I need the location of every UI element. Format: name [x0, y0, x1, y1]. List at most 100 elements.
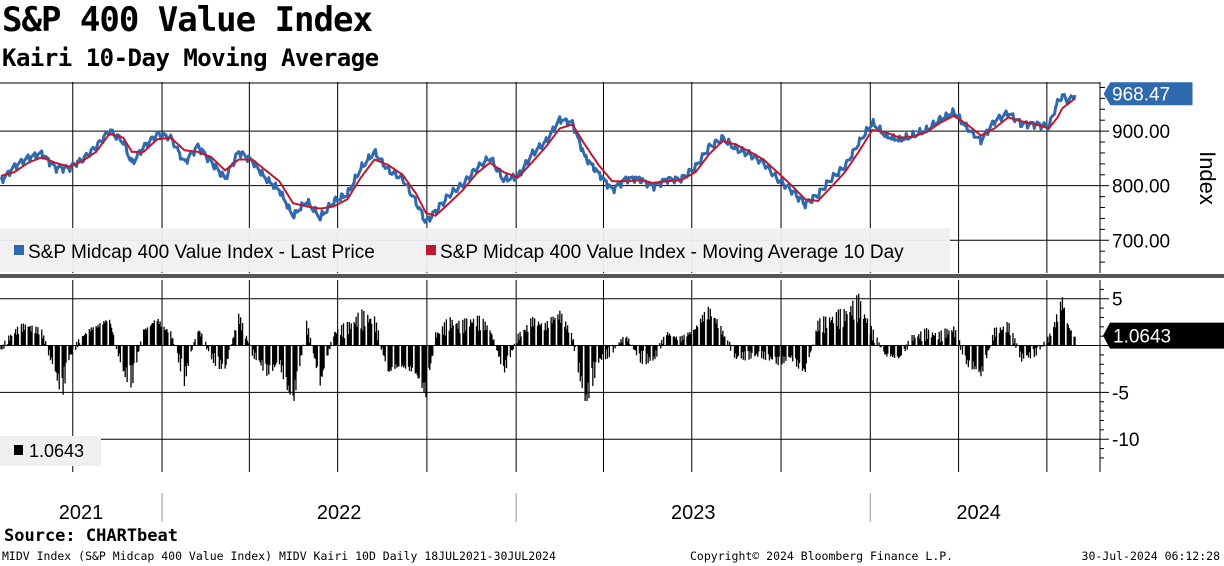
kairi-bar [538, 324, 541, 346]
kairi-bar [1025, 345, 1028, 356]
kairi-bar [450, 328, 452, 346]
kairi-bar [511, 345, 513, 351]
kairi-bar [645, 345, 647, 365]
kairi-bar [321, 345, 323, 377]
kairi-bar [37, 327, 39, 346]
kairi-bar [665, 335, 668, 346]
kairi-bar [314, 345, 317, 359]
kairi-bar [764, 345, 767, 361]
y-axis-title: Index [1195, 151, 1220, 205]
kairi-bar [927, 329, 930, 346]
kairi-bar [605, 345, 608, 350]
kairi-bar [151, 322, 154, 346]
kairi-bar [36, 333, 38, 346]
kairi-bar [411, 345, 414, 368]
kairi-bar [259, 345, 261, 363]
kairi-bar [354, 324, 356, 346]
kairi-bar [184, 345, 187, 367]
kairi-bar [661, 339, 663, 346]
kairi-bar [171, 338, 173, 346]
kairi-bar [1022, 345, 1025, 359]
kairi-bar [166, 329, 168, 346]
kairi-bar [186, 345, 188, 364]
kairi-bar [407, 345, 410, 367]
kairi-bar [466, 318, 468, 346]
kairi-bar [696, 327, 699, 346]
kairi-bar [418, 345, 420, 378]
kairi-bar [905, 344, 907, 346]
kairi-bar [348, 322, 350, 346]
kairi-bar [471, 322, 474, 346]
kairi-bar [258, 345, 260, 361]
kairi-bar [966, 345, 969, 360]
kairi-bar [421, 345, 423, 388]
kairi-bar [869, 334, 871, 346]
kairi-bar [934, 332, 936, 346]
kairi-bar [84, 333, 87, 346]
kairi-bar [289, 345, 291, 395]
kairi-bar [4, 340, 6, 346]
kairi-bar [526, 325, 528, 346]
footer-ticker-info: MIDV Index (S&P Midcap 400 Value Index) … [2, 549, 556, 563]
kairi-bar [573, 345, 576, 351]
kairi-bar [374, 331, 377, 346]
kairi-bar [299, 345, 301, 367]
kairi-bar [1070, 330, 1072, 346]
kairi-bar [110, 323, 112, 346]
kairi-bar [652, 345, 654, 361]
kairi-bar [974, 345, 976, 367]
kairi-bar [438, 334, 441, 346]
x-tick-label: 2022 [317, 502, 362, 524]
kairi-bar [919, 338, 921, 346]
kairi-bar [330, 341, 332, 346]
kairi-bar [940, 330, 942, 346]
kairi-bar [631, 344, 634, 346]
kairi-bar [119, 345, 122, 363]
kairi-bar [8, 335, 10, 346]
kairi-bar [681, 335, 683, 346]
kairi-bar [558, 319, 560, 346]
kairi-bar [1021, 345, 1023, 362]
kairi-bar [90, 327, 92, 346]
kairi-bar [816, 331, 818, 346]
kairi-bar [280, 345, 283, 373]
kairi-bar [266, 345, 268, 376]
kairi-bar [873, 342, 875, 346]
kairi-bar [2, 344, 4, 346]
kairi-bar [879, 345, 881, 347]
kairi-bar [245, 335, 248, 346]
kairi-bar [655, 345, 657, 351]
kairi-bar [999, 327, 1001, 346]
kairi-bar [425, 345, 427, 398]
kairi-bar [296, 345, 298, 372]
kairi-bar [221, 345, 223, 364]
kairi-bar [747, 345, 749, 352]
kairi-bar [76, 341, 78, 346]
kairi-bar [951, 330, 953, 346]
kairi-bar [30, 331, 32, 346]
kairi-bar [683, 334, 685, 346]
kairi-bar [985, 345, 987, 355]
kairi-bar [486, 325, 488, 346]
kairi-bar [1068, 328, 1070, 346]
kairi-bar [503, 345, 506, 373]
kairi-bar [743, 345, 745, 352]
kairi-bar [1063, 307, 1066, 346]
kairi-bar [892, 345, 895, 355]
chart-axes [0, 82, 1224, 522]
kairi-bar [896, 345, 899, 357]
kairi-bar [441, 326, 444, 346]
kairi-bar [837, 309, 839, 346]
kairi-bar [149, 326, 152, 346]
kairi-bar [312, 345, 315, 354]
kairi-bar [380, 345, 382, 350]
kairi-bar [547, 327, 549, 346]
kairi-bar [106, 321, 108, 346]
kairi-bar [9, 340, 11, 346]
kairi-bar [689, 331, 691, 346]
kairi-bar [240, 317, 242, 346]
kairi-bar [376, 340, 379, 346]
kairi-bar [818, 330, 820, 346]
kairi-bar [857, 322, 859, 346]
kairi-bar [884, 345, 886, 355]
